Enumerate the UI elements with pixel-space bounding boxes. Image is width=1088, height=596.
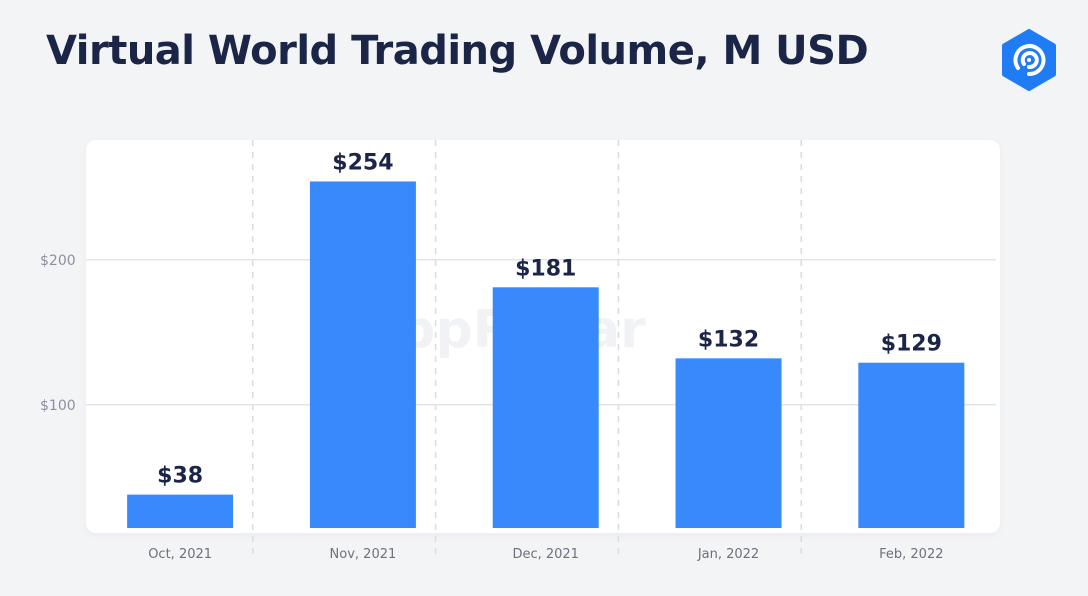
y-tick-label: $100 xyxy=(40,398,76,414)
labels-layer: $100 $200 $38 Oct, 2021 $254 Nov, 2021 $181 Dec… xyxy=(40,150,944,562)
page-title: Virtual World Trading Volume, M USD xyxy=(46,28,869,74)
bar-3 xyxy=(492,287,599,528)
x-tick-label: Feb, 2022 xyxy=(879,547,943,562)
x-tick-label: Dec, 2021 xyxy=(512,547,579,562)
grid-layer xyxy=(86,140,996,558)
bars-layer xyxy=(127,181,965,528)
bar-4 xyxy=(675,358,782,528)
data-label: $132 xyxy=(698,327,759,352)
y-tick-label: $200 xyxy=(40,253,76,269)
data-label: $38 xyxy=(157,464,203,489)
x-tick-label: Nov, 2021 xyxy=(330,547,397,562)
data-label: $129 xyxy=(881,332,942,357)
data-label: $181 xyxy=(515,256,576,281)
x-tick-label: Jan, 2022 xyxy=(697,547,759,562)
dappradar-logo-icon xyxy=(1002,29,1056,91)
x-tick-label: Oct, 2021 xyxy=(148,547,212,562)
data-label: $254 xyxy=(332,150,393,175)
bar-5 xyxy=(858,362,965,528)
bar-2 xyxy=(309,181,416,528)
bar-1 xyxy=(127,494,234,528)
